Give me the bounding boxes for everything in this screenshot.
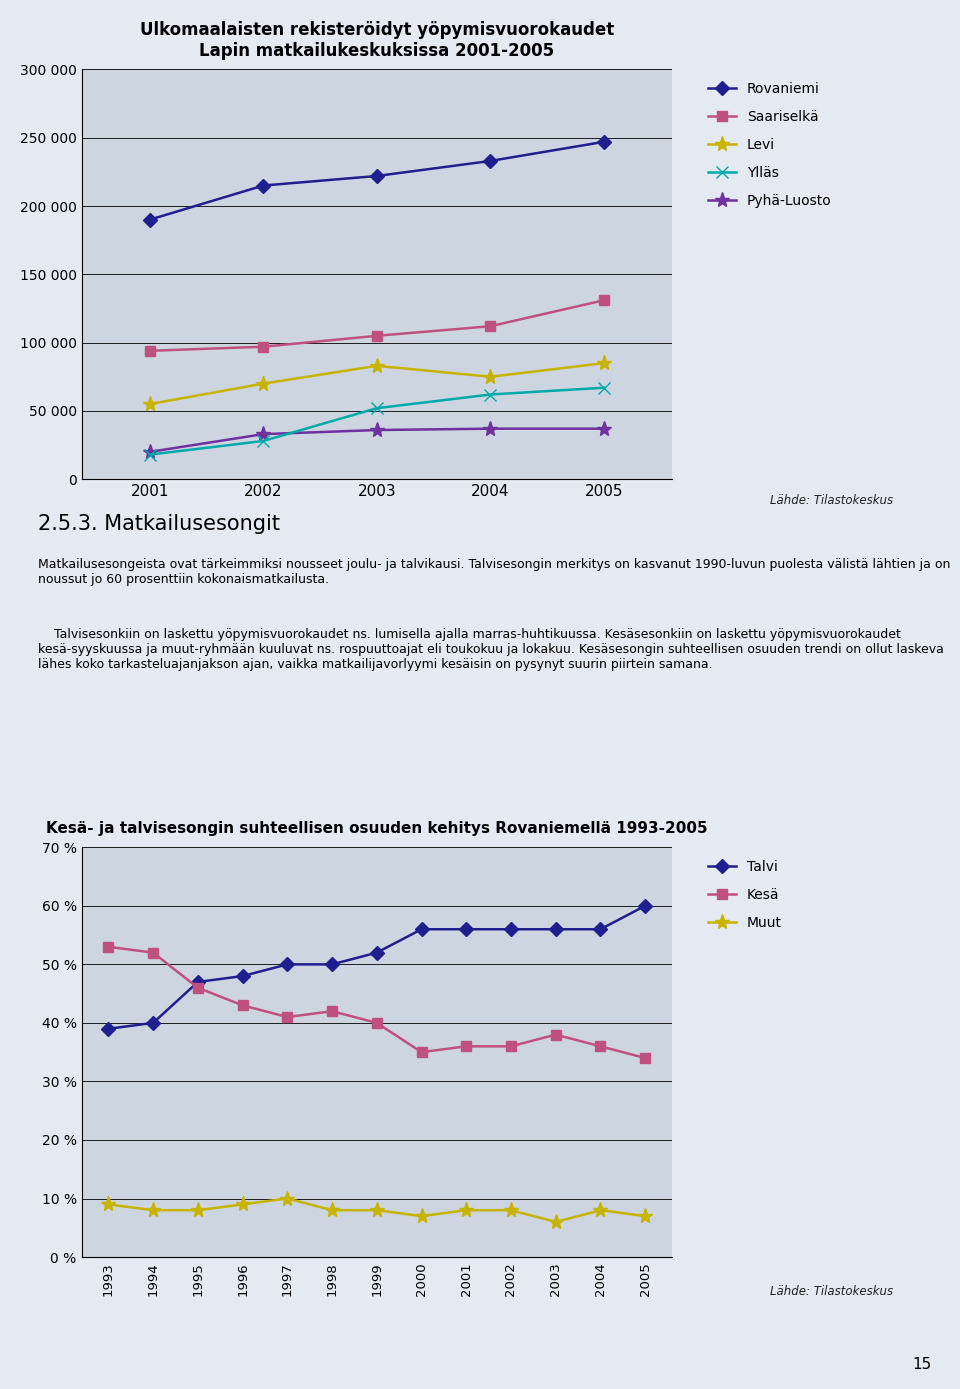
Line: Talvi: Talvi (104, 901, 650, 1033)
Levi (372, 357, 383, 374)
Kesä (326, 1003, 338, 1020)
Talvi (326, 956, 338, 972)
Text: 15: 15 (912, 1357, 931, 1372)
Muut (103, 1196, 114, 1213)
Rovaniemi (372, 168, 383, 185)
Saariselkä (257, 339, 269, 356)
Muut (192, 1201, 204, 1218)
Levi (144, 396, 156, 413)
Kesä (416, 1045, 427, 1061)
Saariselkä (598, 292, 610, 308)
Talvi (281, 956, 293, 972)
Ylläs (372, 400, 383, 417)
Muut (461, 1201, 472, 1218)
Kesä (148, 945, 159, 961)
Text: 2.5.3. Matkailusesongit: 2.5.3. Matkailusesongit (38, 514, 280, 533)
Talvi (416, 921, 427, 938)
Text: Matkailusesongeista ovat tärkeimmiksi nousseet joulu- ja talvikausi. Talvisesong: Matkailusesongeista ovat tärkeimmiksi no… (38, 558, 950, 586)
Muut (505, 1201, 516, 1218)
Levi (598, 354, 610, 371)
Talvi (461, 921, 472, 938)
Muut (148, 1201, 159, 1218)
Muut (326, 1201, 338, 1218)
Talvi (237, 968, 249, 985)
Talvi (148, 1014, 159, 1031)
Talvi (103, 1021, 114, 1038)
Text: Talvisesonkiin on laskettu yöpymisvuorokaudet ns. lumisella ajalla marras-huhtik: Talvisesonkiin on laskettu yöpymisvuorok… (38, 628, 945, 671)
Pyhä-Luosto (598, 421, 610, 438)
Kesä (594, 1038, 606, 1054)
Pyhä-Luosto (372, 422, 383, 439)
Talvi (639, 897, 651, 914)
Line: Levi: Levi (142, 356, 612, 411)
Kesä (461, 1038, 472, 1054)
Pyhä-Luosto (485, 421, 496, 438)
Talvi (550, 921, 562, 938)
Text: Lähde: Tilastokeskus: Lähde: Tilastokeskus (770, 494, 893, 507)
Talvi (594, 921, 606, 938)
Ylläs (485, 386, 496, 403)
Legend: Talvi, Kesä, Muut: Talvi, Kesä, Muut (703, 854, 787, 935)
Line: Ylläs: Ylläs (143, 382, 611, 461)
Legend: Rovaniemi, Saariselkä, Levi, Ylläs, Pyhä-Luosto: Rovaniemi, Saariselkä, Levi, Ylläs, Pyhä… (703, 76, 837, 213)
Muut (237, 1196, 249, 1213)
Muut (281, 1190, 293, 1207)
Kesä (192, 979, 204, 996)
Rovaniemi (598, 133, 610, 150)
Muut (550, 1214, 562, 1231)
Ylläs (144, 446, 156, 463)
Kesä (372, 1014, 383, 1031)
Line: Kesä: Kesä (104, 942, 650, 1063)
Muut (416, 1207, 427, 1225)
Line: Saariselkä: Saariselkä (145, 296, 609, 356)
Saariselkä (372, 328, 383, 344)
Muut (372, 1201, 383, 1218)
Rovaniemi (257, 178, 269, 194)
Pyhä-Luosto (257, 426, 269, 443)
Kesä (237, 997, 249, 1014)
Line: Muut: Muut (101, 1190, 653, 1229)
Kesä (103, 939, 114, 956)
Muut (639, 1207, 651, 1225)
Line: Rovaniemi: Rovaniemi (145, 138, 609, 225)
Line: Pyhä-Luosto: Pyhä-Luosto (142, 421, 612, 460)
Kesä (281, 1008, 293, 1025)
Levi (257, 375, 269, 392)
Talvi (372, 945, 383, 961)
Ylläs (257, 432, 269, 449)
Talvi (192, 974, 204, 990)
Muut (594, 1201, 606, 1218)
Ylläs (598, 379, 610, 396)
Kesä (639, 1050, 651, 1067)
Levi (485, 368, 496, 385)
Rovaniemi (144, 211, 156, 228)
Talvi (505, 921, 516, 938)
Title: Ulkomaalaisten rekisteröidyt yöpymisvuorokaudet
Lapin matkailukeskuksissa 2001-2: Ulkomaalaisten rekisteröidyt yöpymisvuor… (139, 21, 614, 60)
Kesä (505, 1038, 516, 1054)
Text: Lähde: Tilastokeskus: Lähde: Tilastokeskus (770, 1285, 893, 1297)
Pyhä-Luosto (144, 443, 156, 460)
Rovaniemi (485, 153, 496, 169)
Saariselkä (485, 318, 496, 335)
Title: Kesä- ja talvisesongin suhteellisen osuuden kehitys Rovaniemellä 1993-2005: Kesä- ja talvisesongin suhteellisen osuu… (46, 821, 708, 836)
Kesä (550, 1026, 562, 1043)
Saariselkä (144, 343, 156, 360)
